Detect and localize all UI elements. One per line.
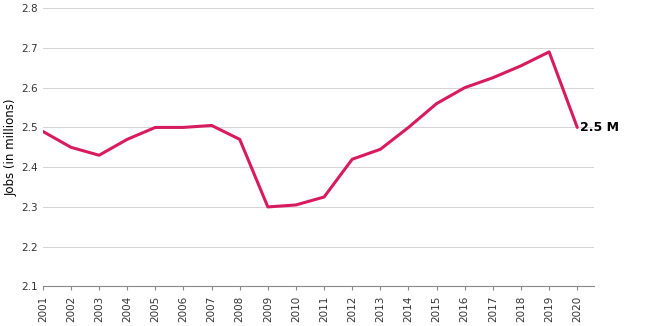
Text: 2.5 M: 2.5 M [580,121,619,134]
Y-axis label: Jobs (in millions): Jobs (in millions) [4,98,17,196]
